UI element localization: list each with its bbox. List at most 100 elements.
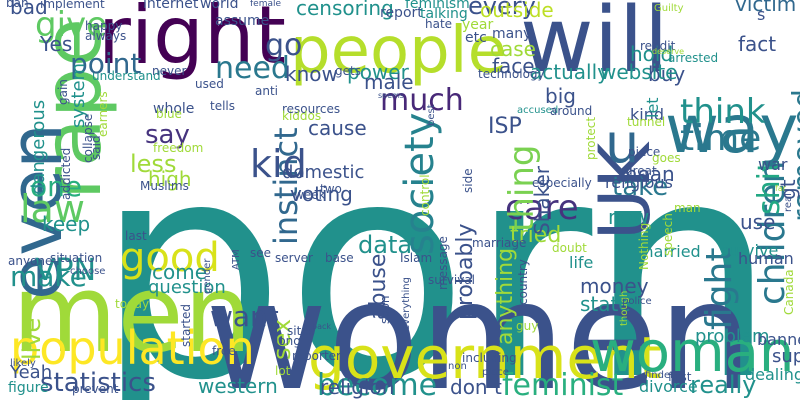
word-deserve: deserve — [652, 46, 685, 56]
word-survival: survival — [428, 273, 476, 288]
word-come: come — [152, 260, 208, 284]
word-always: always — [85, 29, 127, 44]
word-gender: gender — [202, 258, 213, 294]
word-base: base — [325, 251, 354, 266]
word-year: year — [462, 16, 494, 33]
word-likely: likely — [10, 358, 36, 369]
word-victim: victim — [735, 0, 797, 16]
word-collapse: collapse — [81, 113, 95, 163]
word-isp: ISP — [488, 114, 522, 140]
word-outside: outside — [480, 0, 554, 22]
word-buy: buy — [648, 62, 686, 86]
word-whole: whole — [153, 100, 195, 117]
word-first: first — [668, 370, 692, 385]
word-kid: kid — [250, 141, 307, 186]
word-right: right — [98, 0, 286, 82]
word-week: week — [294, 188, 326, 203]
word-say: say — [145, 120, 190, 151]
word-country: country — [516, 259, 530, 305]
word-guy: guy — [516, 319, 539, 334]
word-voting: voting — [290, 182, 353, 206]
word-arrested: arrested — [668, 51, 719, 66]
word-anything: anything — [493, 247, 518, 345]
word-state: state — [580, 292, 631, 316]
word-doubt: doubt — [552, 241, 587, 256]
word-started: started — [179, 304, 193, 347]
word-know: know — [285, 62, 338, 86]
word-many: many — [492, 25, 532, 42]
word-choose: choose — [70, 266, 106, 277]
word-way: way — [665, 91, 799, 169]
word-control: control — [418, 174, 432, 216]
word-cause: cause — [308, 116, 367, 140]
word-now: now — [608, 205, 650, 229]
word-soon: soon — [378, 295, 392, 324]
word-tells: tells — [210, 99, 236, 114]
word-man: man — [674, 201, 701, 216]
word-best: best — [426, 104, 437, 126]
word-finder: finder — [645, 370, 675, 381]
word-message: message — [436, 236, 450, 290]
word-point: point — [70, 46, 142, 80]
word-police: police — [622, 296, 652, 307]
word-case: case — [490, 37, 536, 61]
word-reddit: reddit — [640, 39, 676, 54]
word-back: back — [312, 321, 332, 331]
word-nothing: Nothing — [637, 222, 651, 270]
word-lot: lot — [275, 364, 291, 379]
word-woman: woman — [590, 320, 795, 386]
word-etc: etc — [465, 29, 487, 46]
word-especially: especially — [532, 176, 592, 191]
word-porn: porn — [95, 97, 778, 400]
word-feminism: feminism — [405, 0, 470, 12]
word-want: want — [210, 299, 279, 333]
word-every: every — [468, 0, 536, 20]
word-divorce: divorce — [639, 377, 698, 397]
word-yeah: Yeah — [10, 361, 53, 383]
word-people: people — [290, 13, 507, 88]
word-technology: technology — [478, 67, 545, 82]
word-website: website — [600, 60, 678, 84]
word-take: take — [612, 172, 669, 203]
word-make: make — [10, 259, 87, 293]
word-censoring: censoring — [296, 0, 394, 20]
word-speech: speech — [661, 213, 675, 256]
word-vpn: VPN — [35, 253, 97, 288]
word-anti: anti — [255, 84, 278, 99]
word-will: will — [520, 0, 669, 93]
word-last: last — [125, 229, 147, 244]
word-freedom: freedom — [153, 141, 204, 156]
word-marriage: marriage — [472, 236, 527, 251]
word-think: think — [680, 91, 766, 132]
word-domestic: domestic — [282, 161, 365, 183]
word-used: used — [195, 77, 224, 92]
word-problem: problem — [695, 325, 770, 347]
word-care: care — [505, 187, 579, 228]
word-yes: Yes — [40, 32, 73, 56]
word-bad: bad — [10, 0, 48, 19]
word-never: never — [152, 64, 187, 79]
word-protect: protect — [584, 116, 598, 160]
word-today: today — [115, 297, 150, 312]
word-western: western — [198, 374, 278, 398]
word-life: life — [569, 253, 594, 273]
word-hate: hate — [425, 17, 453, 32]
word-mean: mean — [618, 162, 675, 186]
word-men: men — [12, 251, 253, 377]
word-internet: internet — [143, 0, 199, 12]
word-real: real — [783, 193, 794, 212]
word-data: data — [358, 230, 413, 259]
word-see: see — [250, 246, 272, 261]
word-war: war — [758, 155, 788, 175]
word-live: live — [18, 317, 46, 360]
word-free: free — [212, 344, 236, 359]
word-survive: survive — [720, 241, 779, 261]
word-hold: hold — [630, 42, 674, 66]
word-women: women — [205, 250, 753, 400]
word-tunnel: tunnel — [627, 115, 666, 130]
word-population: population — [10, 321, 255, 376]
word-law: law — [20, 186, 85, 231]
word-re: re — [488, 347, 501, 362]
word-much: much — [380, 83, 464, 118]
word-government: government — [308, 323, 662, 392]
